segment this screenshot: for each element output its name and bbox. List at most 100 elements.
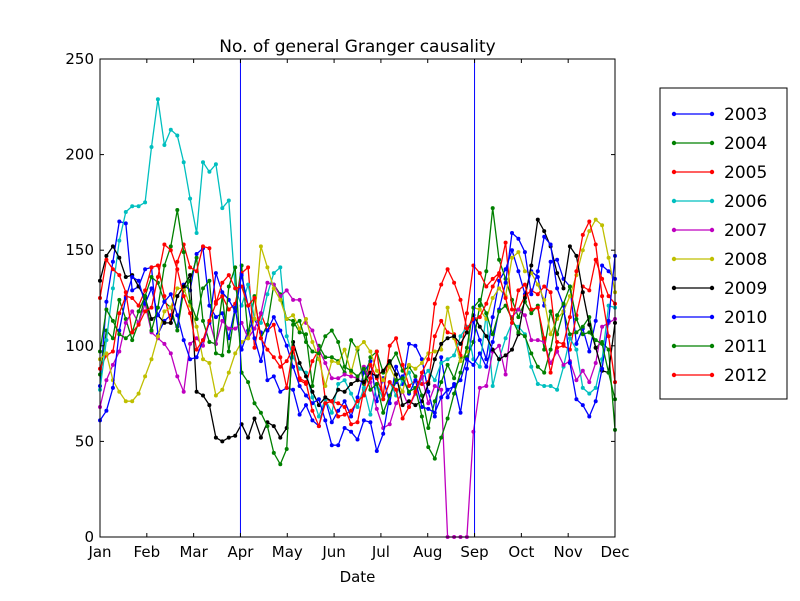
data-point-2003-27 (271, 374, 276, 379)
data-point-2008-73 (567, 294, 572, 299)
data-point-2007-67 (529, 338, 534, 343)
data-point-2005-52 (432, 334, 437, 339)
data-point-2004-69 (542, 347, 547, 352)
data-point-2012-59 (477, 315, 482, 320)
data-point-2007-52 (432, 384, 437, 388)
legend-marker (709, 372, 715, 378)
legend-marker (671, 169, 677, 175)
data-point-2007-25 (258, 311, 263, 316)
y-tick-label-50: 50 (75, 432, 94, 450)
data-point-2012-47 (400, 416, 405, 421)
data-point-2005-64 (510, 307, 514, 312)
data-point-2012-14 (188, 311, 193, 316)
data-point-2006-69 (542, 384, 547, 388)
data-point-2008-54 (445, 305, 450, 310)
data-point-2010-54 (445, 387, 450, 392)
data-point-2003-5 (130, 288, 135, 293)
data-point-2011-4 (123, 336, 128, 341)
data-point-2008-47 (400, 389, 405, 394)
data-point-2010-11 (168, 292, 173, 297)
data-point-2003-78 (600, 263, 605, 268)
data-point-2004-16 (201, 318, 205, 323)
data-point-2011-1 (104, 307, 109, 312)
data-point-2003-57 (464, 366, 469, 371)
data-point-2008-28 (278, 297, 283, 302)
data-point-2011-61 (490, 332, 495, 337)
data-point-2010-61 (490, 340, 495, 344)
data-point-2011-43 (374, 382, 379, 386)
data-point-2006-77 (593, 385, 598, 390)
data-point-2007-75 (580, 368, 585, 373)
data-point-2010-64 (510, 231, 514, 235)
data-point-2012-52 (432, 301, 437, 306)
data-point-2012-33 (310, 408, 315, 413)
data-point-2006-59 (477, 364, 482, 369)
data-point-2011-62 (497, 309, 502, 314)
data-point-2007-63 (503, 372, 508, 377)
data-point-2009-39 (349, 382, 354, 386)
y-tick-label-0: 0 (84, 528, 94, 546)
data-point-2006-63 (503, 336, 508, 341)
data-point-2011-44 (381, 410, 386, 415)
data-point-2007-35 (323, 361, 328, 365)
data-point-2012-75 (580, 232, 585, 237)
data-point-2011-52 (432, 456, 437, 461)
data-point-2009-72 (561, 286, 566, 291)
data-point-2007-21 (233, 326, 238, 331)
data-point-2003-53 (439, 355, 444, 360)
data-point-2005-15 (194, 269, 199, 274)
data-point-2010-38 (342, 426, 347, 430)
data-point-2010-10 (162, 299, 167, 304)
data-point-2007-12 (175, 374, 180, 379)
data-point-2005-63 (503, 240, 508, 245)
data-point-2009-54 (445, 336, 450, 341)
data-point-2008-25 (258, 244, 263, 249)
data-point-2004-33 (310, 384, 315, 388)
x-tick-label-Feb: Feb (134, 543, 161, 561)
data-point-2006-34 (316, 414, 321, 419)
data-point-2007-78 (600, 324, 605, 329)
data-point-2007-19 (220, 318, 225, 323)
data-point-2012-32 (304, 380, 308, 385)
data-point-2012-27 (271, 355, 276, 360)
data-point-2006-14 (188, 196, 193, 201)
data-point-2009-55 (452, 334, 457, 339)
data-point-2012-72 (561, 341, 566, 346)
data-point-2011-29 (284, 447, 289, 451)
data-point-2007-76 (587, 380, 592, 385)
data-point-2010-50 (419, 405, 424, 409)
data-point-2005-47 (400, 362, 405, 367)
data-point-2008-27 (271, 286, 276, 291)
data-point-2008-20 (226, 370, 231, 375)
data-point-2012-5 (130, 330, 135, 335)
data-point-2006-42 (368, 412, 373, 417)
data-point-2011-50 (419, 414, 424, 419)
data-point-2010-26 (265, 328, 270, 333)
data-point-2007-24 (252, 326, 257, 331)
legend-item-2003: 2003 (671, 105, 767, 125)
data-point-2011-47 (400, 376, 405, 381)
data-point-2010-77 (593, 399, 598, 404)
data-point-2010-69 (542, 234, 547, 239)
legend-label-2009: 2009 (724, 279, 767, 299)
data-point-2012-71 (555, 340, 560, 344)
data-point-2011-8 (149, 328, 154, 333)
data-point-2007-4 (123, 320, 128, 325)
data-point-2007-15 (194, 336, 199, 341)
data-point-2008-75 (580, 248, 585, 253)
data-point-2010-28 (278, 328, 283, 333)
data-point-2010-68 (535, 269, 540, 274)
data-point-2005-23 (246, 265, 251, 270)
data-point-2005-61 (490, 276, 495, 281)
data-point-2008-62 (497, 286, 502, 291)
data-point-2005-17 (207, 246, 212, 251)
data-point-2006-51 (426, 368, 431, 373)
data-point-2009-16 (201, 393, 205, 398)
data-point-2005-28 (278, 355, 283, 360)
data-point-2012-30 (291, 345, 296, 350)
data-point-2008-33 (310, 340, 315, 344)
data-point-2005-7 (143, 288, 148, 293)
data-point-2007-11 (168, 351, 173, 356)
data-point-2011-40 (355, 374, 360, 379)
data-point-2005-76 (587, 288, 592, 293)
